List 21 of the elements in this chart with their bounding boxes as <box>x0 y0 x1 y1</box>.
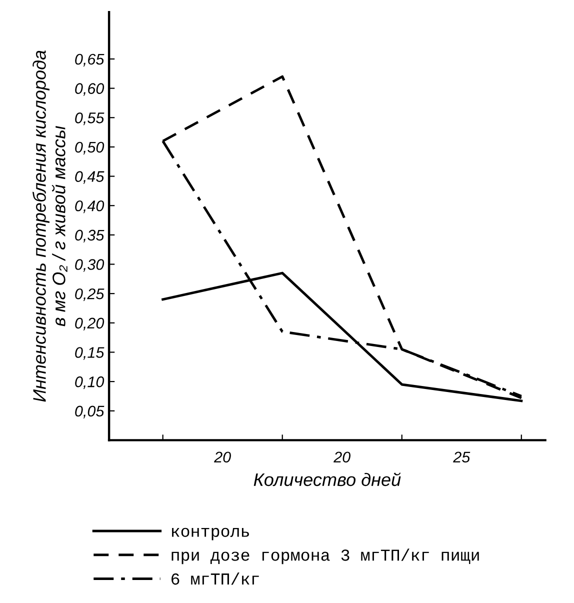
y-tick-label: 0,55 <box>75 112 104 126</box>
y-tick-label: 0,45 <box>75 171 104 184</box>
y-tick-label: 0,65 <box>75 54 104 66</box>
text: 25 <box>453 452 470 463</box>
y-tick-label: 0,05 <box>75 406 104 418</box>
y-tick-label: 0,50 <box>75 142 104 154</box>
y-tick-label: 0,15 <box>75 347 104 360</box>
y-tick-label: 0,20 <box>75 318 104 330</box>
legend-label: контроль <box>172 528 249 540</box>
y-tick-label: 0,35 <box>75 230 104 242</box>
y-tick-label: 0,40 <box>75 200 104 214</box>
text: 20 <box>334 452 350 463</box>
y-tick-label: 0,30 <box>75 259 104 272</box>
y-tick-label: 0,10 <box>75 376 104 390</box>
y-axis-title: Интенсивность потребления кислорода в мг O₂ / г живой массы <box>32 50 68 402</box>
text: 20 <box>214 452 231 463</box>
y-tick-label: 0,60 <box>75 83 104 96</box>
x-axis-title: Количество дней <box>254 472 401 486</box>
legend-label: 6 мгТП/кг <box>172 572 259 585</box>
y-tick-label: 0,25 <box>75 288 104 302</box>
legend-label: при дозе гормона 3 мгТП/кг пищи <box>172 548 479 564</box>
